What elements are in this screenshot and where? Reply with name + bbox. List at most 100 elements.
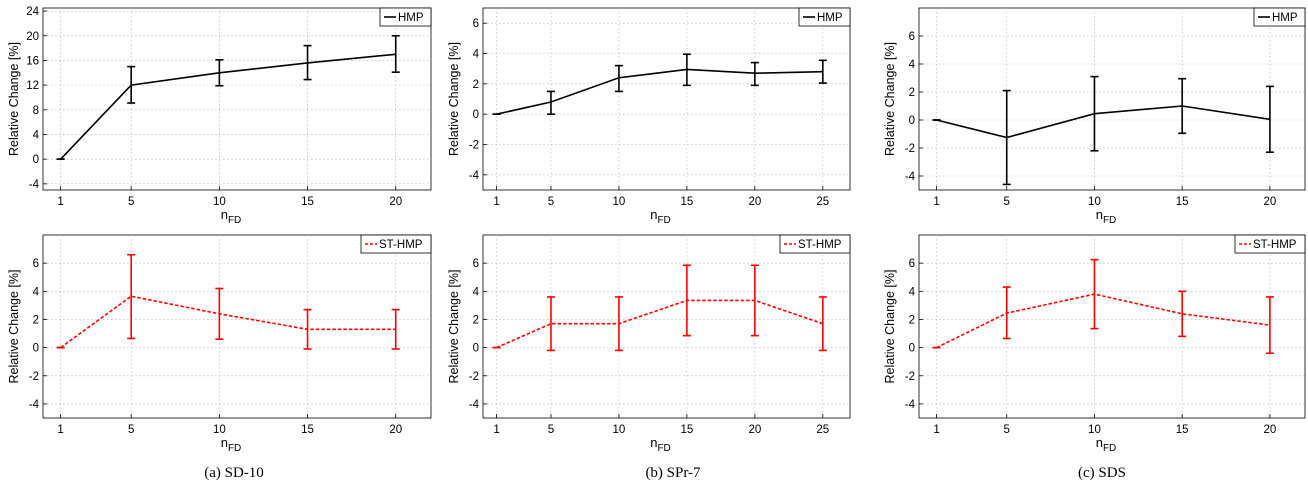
x-tick-label: 20	[1264, 424, 1277, 436]
x-tick-label: 10	[1088, 196, 1101, 208]
legend-box	[1234, 234, 1306, 254]
error-bar	[127, 65, 136, 104]
error-bar	[215, 287, 224, 340]
x-tick-label: 5	[1004, 424, 1010, 436]
x-tick-label: 1	[933, 196, 939, 208]
y-tick-label: 0	[909, 343, 915, 355]
error-bar	[682, 53, 691, 87]
error-bar	[1265, 296, 1274, 355]
y-tick-label: -4	[905, 171, 916, 183]
y-tick-label: 4	[909, 59, 916, 71]
x-tick-label: 5	[548, 424, 554, 436]
x-axis-label-main: n	[221, 435, 228, 450]
x-tick-label: 15	[301, 424, 314, 436]
error-bar	[818, 296, 827, 352]
y-tick-label: 20	[26, 31, 39, 43]
x-tick-label: 20	[389, 196, 402, 208]
x-tick-label: 10	[1088, 424, 1101, 436]
legend-box	[360, 234, 432, 254]
y-tick-label: 2	[33, 314, 39, 326]
error-bar	[750, 264, 759, 337]
caption-a: (a) SD-10	[204, 465, 264, 481]
x-tick-label: 25	[816, 424, 829, 436]
error-bar	[1265, 85, 1274, 153]
y-tick-label: 2	[909, 87, 915, 99]
x-axis-label-main: n	[1096, 207, 1103, 222]
series-line-hmp	[496, 68, 823, 115]
x-tick-label: 10	[213, 424, 226, 436]
y-tick-label: -4	[905, 399, 916, 411]
error-bar	[1002, 286, 1011, 340]
x-tick-label: 10	[213, 196, 226, 208]
plot-frame	[918, 234, 1306, 419]
legend-label: HMP	[398, 12, 424, 24]
error-bar	[614, 296, 623, 352]
error-bar	[391, 34, 400, 73]
y-tick-label: -2	[29, 371, 39, 383]
legend-box	[379, 7, 432, 27]
legend-label: ST-HMP	[1253, 239, 1297, 251]
plot-frame	[42, 7, 432, 191]
x-tick-label: 20	[748, 196, 761, 208]
x-tick-label: 10	[613, 424, 626, 436]
error-bar	[546, 90, 555, 115]
y-tick-label: 6	[909, 31, 915, 43]
y-tick-label: -2	[469, 140, 479, 152]
error-bar	[1178, 290, 1187, 338]
y-tick-label: 24	[26, 6, 39, 18]
error-bar	[127, 253, 136, 340]
legend: ST-HMP	[1234, 234, 1306, 254]
y-tick-label: 8	[33, 105, 39, 117]
x-tick-label: 15	[680, 424, 693, 436]
y-tick-label: 4	[33, 286, 40, 298]
legend-label: ST-HMP	[379, 239, 423, 251]
error-bar	[1178, 77, 1187, 135]
error-bar	[1090, 258, 1099, 330]
y-tick-label: 0	[33, 154, 39, 166]
x-axis-label-subscript: FD	[657, 443, 670, 454]
legend: HMP	[798, 7, 851, 27]
x-tick-label: 5	[128, 424, 134, 436]
legend: HMP	[1253, 7, 1306, 27]
y-tick-label: 0	[473, 343, 479, 355]
y-tick-label: 6	[473, 258, 479, 270]
x-tick-label: 1	[493, 196, 499, 208]
legend: ST-HMP	[360, 234, 432, 254]
caption-c: (c) SDS	[1078, 465, 1126, 481]
y-tick-label: 2	[473, 314, 479, 326]
y-tick-label: 0	[473, 109, 479, 121]
error-bar	[303, 308, 312, 350]
y-tick-label: -2	[905, 143, 915, 155]
error-bar	[818, 59, 827, 84]
y-tick-label: 4	[33, 129, 40, 141]
y-tick-label: 4	[473, 49, 480, 61]
y-axis-label: Relative Change [%]	[447, 42, 461, 156]
caption-b: (b) SPr-7	[645, 465, 701, 481]
y-tick-label: 2	[473, 79, 479, 91]
legend-label: HMP	[817, 12, 843, 24]
y-axis-label: Relative Change [%]	[7, 270, 21, 384]
y-tick-label: 4	[909, 286, 916, 298]
y-tick-label: 6	[473, 18, 479, 30]
x-tick-label: 20	[1264, 196, 1277, 208]
y-tick-label: -4	[469, 399, 480, 411]
legend: HMP	[379, 7, 432, 27]
error-bar	[1002, 89, 1011, 186]
x-axis-label-subscript: FD	[1103, 443, 1116, 454]
y-tick-label: 4	[473, 286, 480, 298]
y-tick-label: -2	[905, 371, 915, 383]
x-tick-label: 1	[57, 196, 63, 208]
y-tick-label: 2	[909, 314, 915, 326]
x-axis-label: nFD	[650, 207, 671, 226]
x-axis-label-subscript: FD	[228, 215, 241, 226]
error-bar	[750, 61, 759, 87]
y-tick-label: 6	[33, 258, 39, 270]
plot-frame	[482, 7, 851, 191]
x-axis-label-main: n	[221, 207, 228, 222]
